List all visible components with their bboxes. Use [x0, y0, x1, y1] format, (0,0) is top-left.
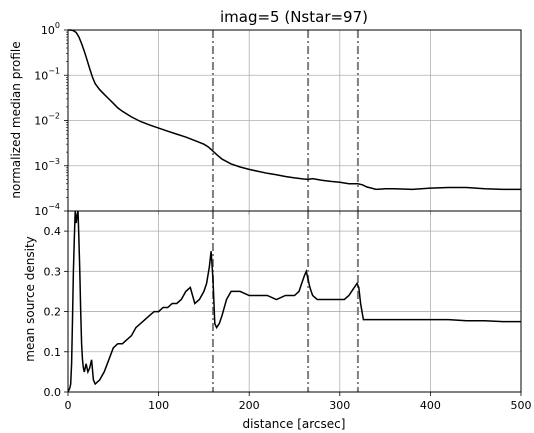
top-ytick-label-2: 10−2 — [34, 112, 60, 128]
top-ytick-label-0: 10−4 — [34, 202, 60, 218]
x-tick-label-100: 100 — [148, 399, 169, 412]
top-ytick-exponent-4: 0 — [55, 21, 60, 30]
profile-line — [68, 29, 521, 191]
top-ytick-exponent-2: −2 — [48, 112, 60, 121]
top-ytick-exponent-3: −1 — [48, 66, 60, 75]
top-ytick-label-4: 100 — [41, 21, 60, 37]
top-ytick-exponent-0: −4 — [48, 202, 60, 211]
bottom-ytick-label-1: 0.1 — [44, 346, 62, 359]
bottom-ytick-label-3: 0.3 — [44, 265, 62, 278]
top-ytick-label-1: 10−3 — [34, 157, 60, 173]
density-line — [68, 211, 521, 392]
y-axis-label-top: normalized median profile — [9, 41, 23, 198]
profile-panel: 10−4 10−3 10−2 10−1 100 — [34, 21, 522, 218]
bottom-ytick-label-4: 0.4 — [44, 225, 62, 238]
y-axis-label-bottom: mean source density — [23, 236, 37, 362]
x-tick-label-300: 300 — [329, 399, 350, 412]
top-ytick-label-3: 10−1 — [34, 66, 60, 82]
x-tick-label-0: 0 — [65, 399, 72, 412]
x-tick-label-200: 200 — [239, 399, 260, 412]
bottom-axes-frame — [67, 210, 522, 393]
bottom-ytick-label-0: 0.0 — [44, 386, 62, 399]
x-tick-label-500: 500 — [511, 399, 532, 412]
chart-title: imag=5 (Nstar=97) — [220, 8, 368, 26]
bottom-ytick-label-2: 0.2 — [44, 306, 62, 319]
density-panel: 0 100 200 300 400 500 0.0 0.1 0.2 0.3 0.4 — [44, 210, 532, 412]
top-ytick-exponent-1: −3 — [48, 157, 60, 166]
x-tick-label-400: 400 — [420, 399, 441, 412]
x-axis-label: distance [arcsec] — [243, 417, 346, 431]
